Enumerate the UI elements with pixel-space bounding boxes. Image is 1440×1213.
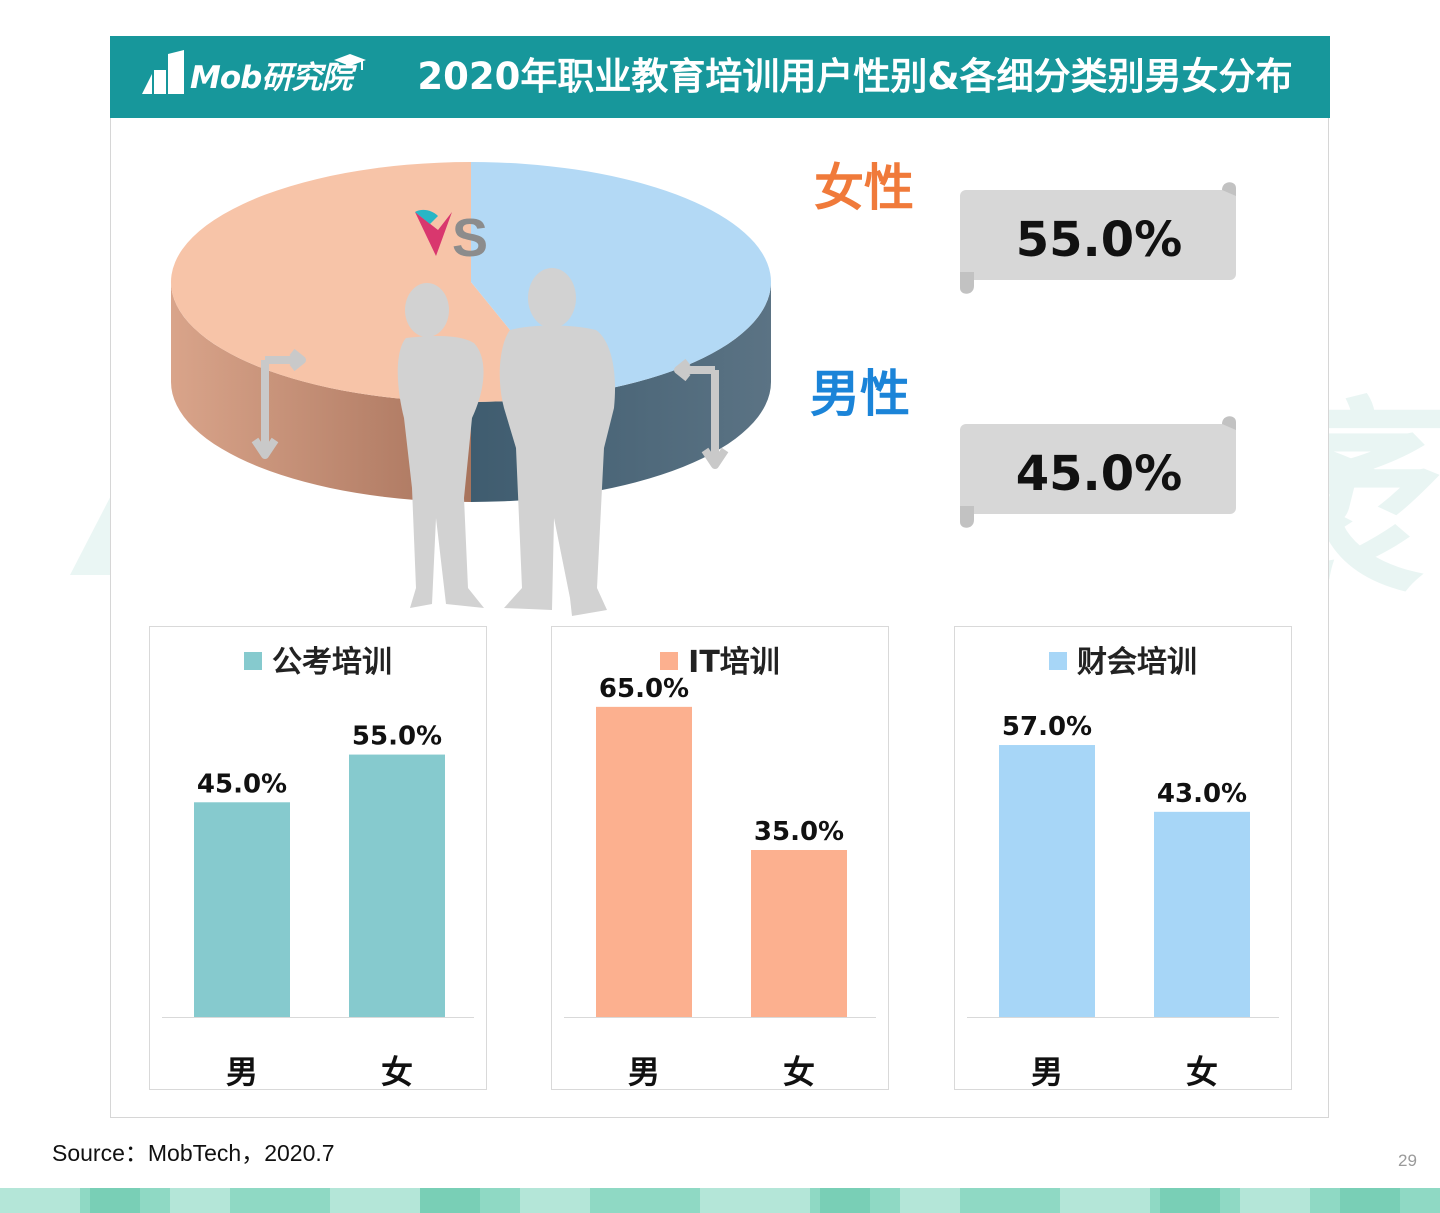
chart-panel-gongkao: 公考培训 45.0% 男 55.0% 女 — [149, 626, 487, 1090]
male-value: 45.0% — [1015, 446, 1183, 502]
category-label: 男 — [1031, 1053, 1063, 1089]
data-label: 43.0% — [1157, 779, 1247, 809]
chart-panel-it: IT培训 65.0% 男 35.0% 女 — [551, 626, 889, 1090]
female-label: 女性 — [814, 159, 914, 217]
logo-text: Mob研究院 — [190, 60, 352, 96]
legend-swatch — [244, 651, 262, 670]
bar-chart-it: 65.0% 男 35.0% 女 — [564, 674, 876, 1089]
legend-it: IT培训 — [552, 643, 888, 683]
footer-bar — [0, 1188, 1440, 1213]
mob-logo-icon — [142, 50, 366, 94]
vs-accent-icon — [415, 209, 438, 224]
bar-女 — [1154, 811, 1250, 1017]
male-label: 男性 — [810, 365, 910, 423]
data-label: 45.0% — [197, 769, 287, 799]
vs-v-icon — [415, 212, 452, 256]
legend-gongkao: 公考培训 — [150, 643, 486, 683]
bar-女 — [751, 850, 847, 1017]
legend-label: 财会培训 — [1077, 645, 1197, 680]
arrow-icon-left — [251, 348, 306, 459]
category-label: 女 — [783, 1053, 815, 1089]
category-label: 男 — [628, 1053, 660, 1089]
bar-chart-gongkao: 45.0% 男 55.0% 女 — [162, 722, 474, 1089]
male-value-banner — [960, 416, 1236, 528]
vs-text: S — [452, 208, 488, 268]
page-number: 29 — [1398, 1151, 1417, 1170]
bar-男 — [596, 706, 692, 1017]
source-note: Source：MobTech，2020.7 — [52, 1140, 335, 1166]
bar-chart-caikuai: 57.0% 男 43.0% 女 — [967, 712, 1279, 1089]
legend-caikuai: 财会培训 — [955, 643, 1291, 683]
category-label: 男 — [226, 1053, 258, 1089]
legend-swatch — [660, 651, 679, 670]
data-label: 65.0% — [599, 674, 689, 704]
legend-label: 公考培训 — [272, 645, 392, 680]
data-label: 57.0% — [1002, 712, 1092, 742]
chart-panel-caikuai: 财会培训 57.0% 男 43.0% 女 — [954, 626, 1292, 1090]
bar-男 — [999, 745, 1095, 1017]
female-value-banner — [960, 182, 1236, 294]
page-title: 2020年职业教育培训用户性别&各细分类别男女分布 — [417, 55, 1293, 98]
legend-label: IT培训 — [688, 645, 780, 680]
data-label: 55.0% — [352, 722, 442, 752]
category-label: 女 — [1186, 1053, 1218, 1089]
female-value: 55.0% — [1015, 212, 1183, 268]
bar-女 — [349, 754, 445, 1017]
header-bar — [110, 36, 1330, 118]
legend-swatch — [1049, 651, 1067, 670]
arrow-icon-right — [674, 358, 729, 469]
bar-男 — [194, 802, 290, 1017]
people-silhouette-icon — [397, 268, 616, 616]
data-label: 35.0% — [754, 817, 844, 847]
pie-side-female — [171, 282, 471, 502]
category-label: 女 — [381, 1053, 413, 1089]
